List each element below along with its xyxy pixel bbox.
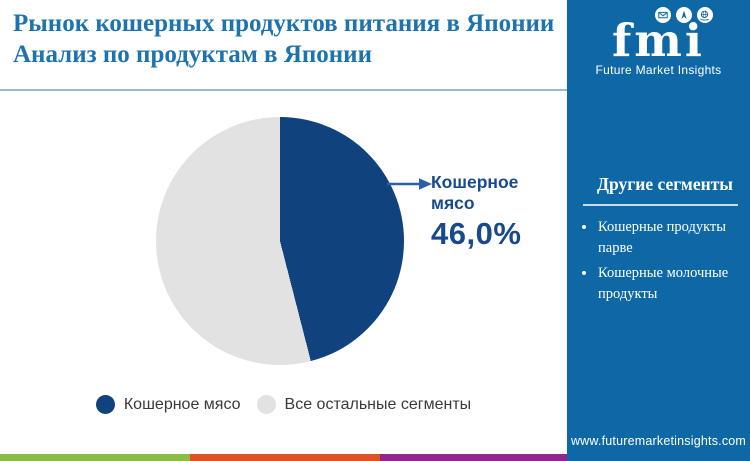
- section-heading: Другие сегменты: [597, 174, 733, 194]
- website-link[interactable]: www.futuremarketinsights.com: [570, 434, 747, 448]
- pie-chart: [156, 117, 404, 365]
- callout-slice-label: Кошерное мясо: [431, 172, 519, 213]
- globe-icon: [696, 7, 713, 23]
- logo-icons: [617, 7, 750, 23]
- legend-label: Кошерное мясо: [123, 395, 241, 413]
- list-item: Кошерные продукты парве: [597, 217, 738, 259]
- stripe-purple: [380, 454, 567, 461]
- logo-tagline: Future Market Insights: [595, 63, 722, 77]
- header-divider: [0, 89, 567, 91]
- mail-icon: [654, 7, 671, 23]
- legend-dot-other-segments: [256, 395, 276, 414]
- page-title: Рынок кошерных продуктов питания в Япони…: [13, 8, 558, 70]
- compass-icon: [675, 7, 692, 23]
- section-divider: [583, 204, 738, 206]
- chart-legend: Кошерное мясо Все остальные сегменты: [0, 395, 567, 414]
- callout-slice-value: 46,0%: [431, 216, 522, 251]
- title-line-1: Рынок кошерных продуктов питания в Япони…: [13, 10, 555, 37]
- list-item: Кошерные молочные продукты: [597, 263, 738, 305]
- legend-item-other-segments: Все остальные сегменты: [256, 395, 472, 414]
- stripe-green: [0, 454, 190, 461]
- other-segments-list: Кошерные продукты парве Кошерные молочны…: [567, 217, 738, 305]
- fmi-logo: fmi Future Market Insights: [567, 7, 750, 77]
- callout-arrow: [387, 178, 432, 190]
- legend-label: Все остальные сегменты: [284, 395, 472, 413]
- pie-callout: Кошерное мясо 46,0%: [431, 172, 537, 252]
- title-line-2: Анализ по продуктам в Японии: [13, 41, 372, 68]
- legend-item-kosher-meat: Кошерное мясо: [95, 395, 241, 414]
- sidebar: fmi Future Market Insights Другие сегмен…: [567, 0, 750, 461]
- legend-dot-kosher-meat: [95, 395, 115, 414]
- other-segments-section: Другие сегменты Кошерные продукты парве …: [567, 174, 738, 309]
- stripe-orange: [190, 454, 380, 461]
- logo-wordmark: fmi: [611, 14, 706, 67]
- footer-stripes: [0, 454, 567, 461]
